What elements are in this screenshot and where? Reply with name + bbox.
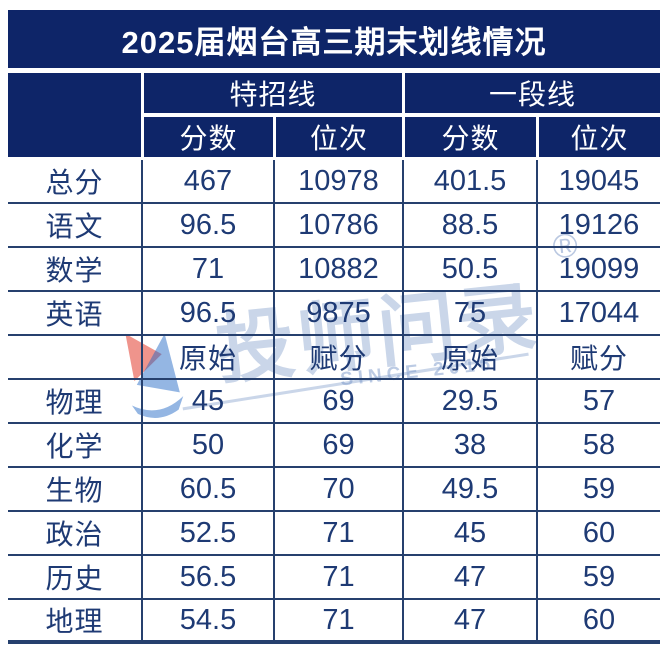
value-cell: 69: [273, 380, 402, 424]
value-cell: 60: [536, 600, 660, 644]
header-rank-col-1: 位次: [276, 117, 402, 157]
subject-cell: 历史: [8, 556, 141, 600]
cutoff-table: 2025届烟台高三期末划线情况 特招线 一段线 分数 位次 分数 位次 总分 4…: [8, 10, 660, 644]
value-cell: 60: [536, 512, 660, 556]
subject-cell: 地理: [8, 600, 141, 644]
value-cell: 29.5: [402, 380, 536, 424]
value-cell: 9875: [273, 292, 402, 336]
elective-col-assigned-1: 赋分: [273, 336, 402, 380]
value-cell: 96.5: [141, 292, 273, 336]
value-cell: 52.5: [141, 512, 273, 556]
value-cell: 10882: [273, 248, 402, 292]
value-cell: 17044: [536, 292, 660, 336]
value-cell: 50.5: [402, 248, 536, 292]
value-cell: 401.5: [402, 160, 536, 204]
table-body: 总分 467 10978 401.5 19045 语文 96.5 10786 8…: [8, 160, 660, 644]
value-cell: 50: [141, 424, 273, 468]
subject-cell: 语文: [8, 204, 141, 248]
subject-cell: 化学: [8, 424, 141, 468]
value-cell: 467: [141, 160, 273, 204]
value-cell: 19045: [536, 160, 660, 204]
header-score-col-2: 分数: [405, 117, 536, 157]
subject-cell: 数学: [8, 248, 141, 292]
value-cell: 47: [402, 556, 536, 600]
value-cell: 59: [536, 468, 660, 512]
value-cell: 60.5: [141, 468, 273, 512]
value-cell: 38: [402, 424, 536, 468]
subject-cell: 英语: [8, 292, 141, 336]
elective-col-raw-2: 原始: [402, 336, 536, 380]
value-cell: 57: [536, 380, 660, 424]
value-cell: 19099: [536, 248, 660, 292]
subject-cell: 政治: [8, 512, 141, 556]
value-cell: 56.5: [141, 556, 273, 600]
value-cell: 54.5: [141, 600, 273, 644]
value-cell: 71: [273, 556, 402, 600]
empty-cell: [8, 336, 141, 380]
value-cell: 47: [402, 600, 536, 644]
value-cell: 10978: [273, 160, 402, 204]
value-cell: 88.5: [402, 204, 536, 248]
value-cell: 49.5: [402, 468, 536, 512]
value-cell: 75: [402, 292, 536, 336]
value-cell: 10786: [273, 204, 402, 248]
table-header: 特招线 一段线 分数 位次 分数 位次: [8, 73, 660, 157]
value-cell: 71: [273, 600, 402, 644]
value-cell: 69: [273, 424, 402, 468]
value-cell: 45: [141, 380, 273, 424]
subject-cell: 生物: [8, 468, 141, 512]
header-score-col-1: 分数: [144, 117, 273, 157]
subject-cell: 总分: [8, 160, 141, 204]
value-cell: 19126: [536, 204, 660, 248]
value-cell: 96.5: [141, 204, 273, 248]
header-corner-cell: [8, 73, 141, 157]
elective-col-raw-1: 原始: [141, 336, 273, 380]
value-cell: 71: [273, 512, 402, 556]
subject-cell: 物理: [8, 380, 141, 424]
elective-col-assigned-2: 赋分: [536, 336, 660, 380]
table-title: 2025届烟台高三期末划线情况: [8, 10, 660, 68]
value-cell: 45: [402, 512, 536, 556]
value-cell: 59: [536, 556, 660, 600]
value-cell: 58: [536, 424, 660, 468]
header-group-first-segment-line: 一段线: [405, 73, 660, 113]
header-rank-col-2: 位次: [539, 117, 660, 157]
value-cell: 70: [273, 468, 402, 512]
value-cell: 71: [141, 248, 273, 292]
header-group-special-line: 特招线: [144, 73, 402, 113]
